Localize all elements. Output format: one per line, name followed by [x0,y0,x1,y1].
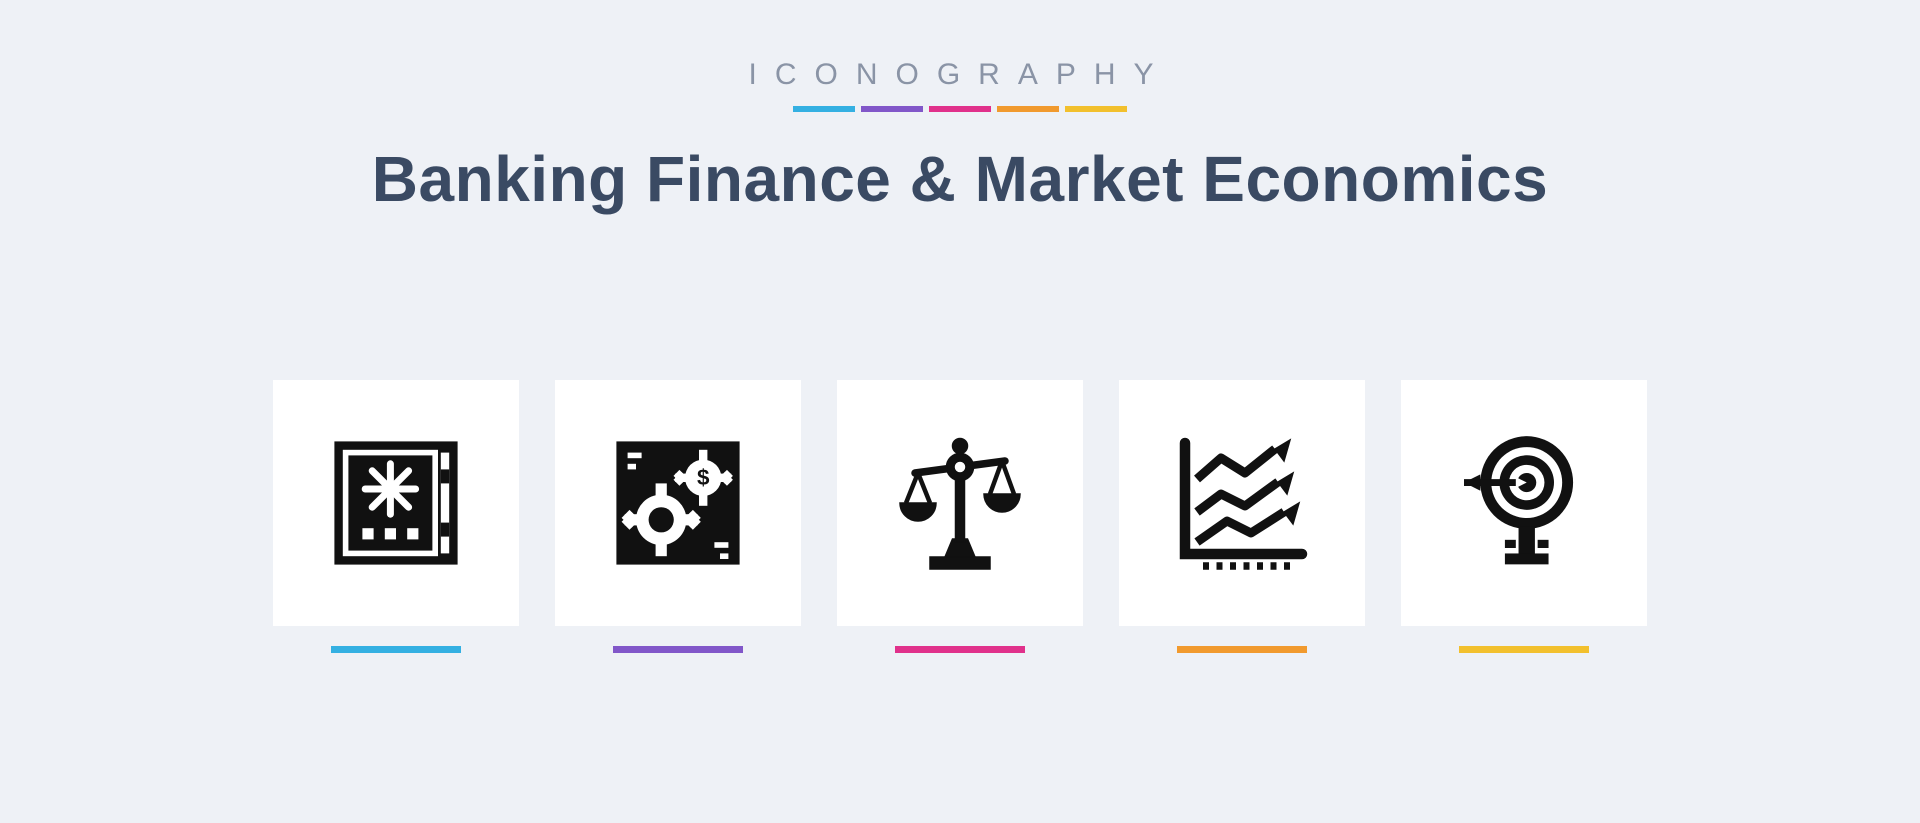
icon-box [1401,380,1647,626]
icon-box [273,380,519,626]
icon-card [273,380,519,653]
card-underline [613,646,743,653]
icon-card: $ [555,380,801,653]
chart-icon [1167,428,1317,578]
safe-icon [326,433,466,573]
page-title: Banking Finance & Market Economics [0,142,1920,216]
icon-box [1119,380,1365,626]
icon-box: $ [555,380,801,626]
brand-underline-seg [861,106,923,112]
card-underline [895,646,1025,653]
card-underline [1459,646,1589,653]
icon-row: $ [0,380,1920,653]
brand-underline-seg [793,106,855,112]
svg-text:$: $ [697,465,710,490]
scale-icon [885,428,1035,578]
header: ICONOGRAPHY Banking Finance & Market Eco… [0,0,1920,216]
card-underline [1177,646,1307,653]
brand-underline-seg [997,106,1059,112]
icon-card [1119,380,1365,653]
brand-underline-seg [1065,106,1127,112]
icon-box [837,380,1083,626]
card-underline [331,646,461,653]
icon-card [1401,380,1647,653]
brand-underline [0,106,1920,112]
brand-underline-seg [929,106,991,112]
icon-card [837,380,1083,653]
target-icon [1454,428,1594,578]
brand-text: ICONOGRAPHY [0,58,1920,92]
gears-icon: $ [608,433,748,573]
